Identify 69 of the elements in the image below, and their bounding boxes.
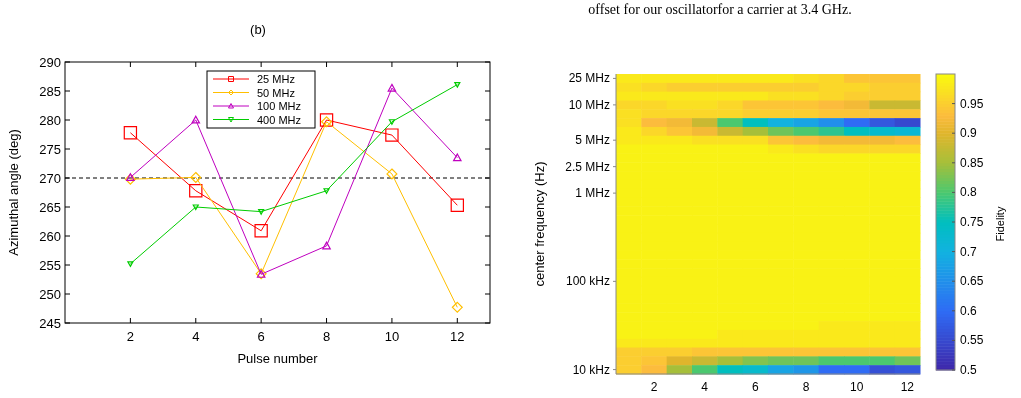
point [454,82,461,88]
y-tick-label: 260 [39,229,61,244]
x-tick-label: 2 [650,380,658,394]
y-tick-label: 245 [39,316,61,331]
x-axis-title: Pulse number [237,351,319,366]
color-bar-label: 0.75 [960,215,984,229]
x-tick-label: 4 [192,329,200,344]
point [322,241,331,250]
x-tick-label: 12 [450,329,465,344]
y-tick-label: 10 MHz [568,97,610,112]
text: offset for our oscillatorfor a carrier at 3.4 GHz. [588,2,852,17]
point [126,173,135,181]
y-tick-label: 100 kHz [565,274,610,289]
y-tick-label: 25 MHz [568,71,610,86]
point [387,83,397,92]
point [386,168,398,180]
chart-title: (b) [250,22,266,37]
color-bar-label: 0.7 [960,244,978,259]
color-bar-label: 0.9 [960,126,978,141]
color-bar-label: 0.8 [960,185,978,200]
y-tick-label: 290 [39,55,61,70]
legend-label: 100 MHz [257,100,302,112]
legend-label: 25 MHz [257,73,295,85]
x-tick-label: 6 [751,380,759,394]
point [388,119,396,125]
x-tick-label: 8 [322,329,331,344]
y-tick-label: 10 kHz [572,362,610,377]
x-tick-label: 10 [384,329,400,344]
y-tick-label: 1 MHz [575,186,610,201]
color-bar-label: 0.6 [960,303,978,318]
point [385,128,399,142]
point [453,153,462,162]
legend-label: 50 MHz [257,86,295,99]
point [450,198,465,212]
point [127,261,134,267]
x-tick-label: 2 [126,329,134,344]
y-tick-label: 285 [39,84,61,99]
y-axis-title: Azimuthal angle (deg) [6,129,21,256]
y-axis-title: center frequency (Hz) [532,161,547,287]
point [323,188,330,194]
y-tick-label: 250 [39,287,61,302]
point [123,126,138,140]
x-tick-label: 10 [849,380,864,394]
x-tick-label: 12 [900,380,915,394]
y-tick-label: 265 [39,200,61,215]
x-tick-label: 6 [257,329,265,344]
x-tick-label: 8 [802,380,810,394]
x-tick-label: 4 [701,380,709,394]
point [191,115,201,124]
point [258,209,265,215]
color-bar-label: 0.55 [960,333,984,348]
point [192,204,199,211]
color-bar-label: 0.65 [960,274,984,289]
color-bar-label: 0.85 [960,155,984,170]
y-tick-label: 5 MHz [575,133,610,148]
color-bar-label: 0.95 [960,96,984,111]
y-tick-label: 280 [39,113,61,128]
point [190,171,202,183]
point [189,184,203,198]
y-tick-label: 270 [39,171,61,186]
color-bar-label: 0.5 [960,363,978,377]
point [124,173,136,185]
y-tick-label: 255 [39,258,61,273]
color-bar-title: Fidelity [994,206,1006,242]
y-tick-label: 2.5 MHz [565,159,610,174]
point [451,301,463,313]
y-tick-label: 275 [39,142,61,157]
legend-label: 400 MHz [257,113,302,126]
point [254,224,268,238]
